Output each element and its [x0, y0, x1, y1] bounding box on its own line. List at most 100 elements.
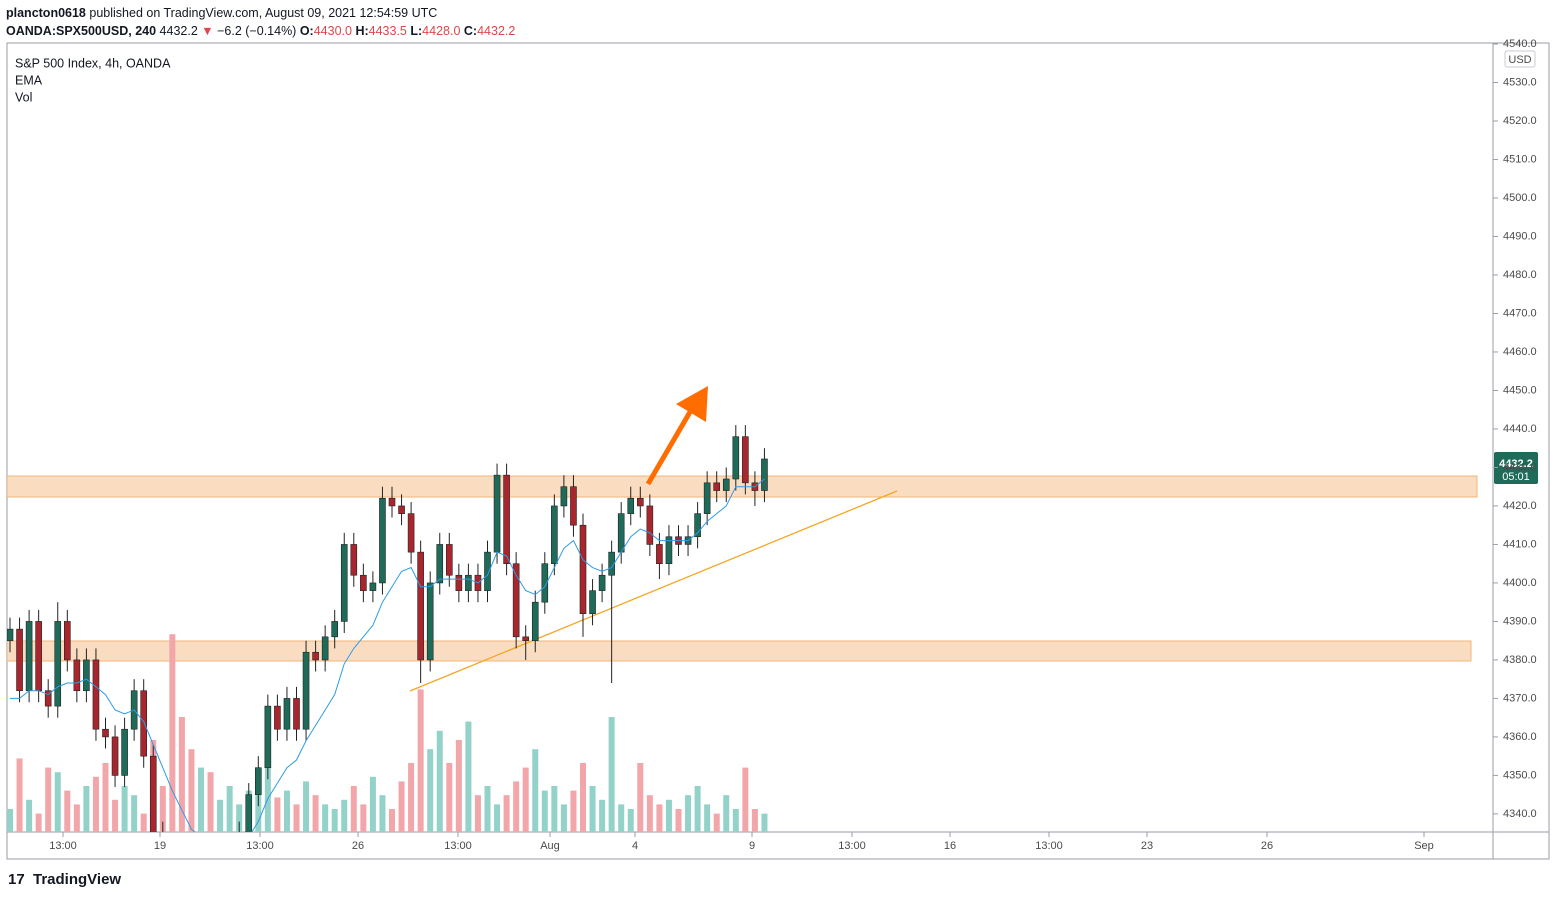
- candle-body: [722, 478, 730, 491]
- candle-body: [694, 513, 701, 538]
- volume-bar: [551, 786, 558, 832]
- candle-body: [54, 621, 62, 707]
- volume-bar: [207, 772, 214, 832]
- candle-body: [379, 497, 386, 584]
- y-tick-label: 4350.0: [1503, 769, 1537, 781]
- candle-body: [169, 852, 175, 871]
- candle-body: [92, 659, 100, 730]
- x-tick-label: 13:00: [1035, 840, 1063, 852]
- o-label: O:: [299, 24, 314, 38]
- volume-bar: [675, 809, 682, 832]
- frame: [6, 42, 1550, 860]
- volume-bar: [26, 799, 33, 832]
- trend-line: [409, 490, 898, 692]
- candle-body: [149, 755, 157, 832]
- volume-bar: [293, 804, 300, 832]
- legend-vol: Vol: [15, 90, 32, 104]
- volume-bar: [369, 776, 376, 832]
- candle-body: [360, 574, 367, 591]
- candle-body: [665, 536, 673, 564]
- volume-bar: [102, 763, 109, 832]
- candle-body: [579, 524, 587, 615]
- candle-body: [350, 544, 358, 576]
- volume-bar: [274, 797, 281, 832]
- volume-bar: [465, 721, 472, 832]
- volume-bar: [341, 799, 348, 832]
- candle-body: [102, 728, 109, 738]
- candle-body: [617, 513, 625, 553]
- candle-body: [25, 621, 33, 692]
- candle-body: [417, 551, 424, 661]
- candle-body: [35, 621, 42, 692]
- candle-body: [179, 872, 185, 891]
- y-tick-label: 4390.0: [1503, 615, 1537, 627]
- volume-bar: [159, 786, 166, 832]
- l-label: L:: [410, 24, 423, 38]
- volume-bar: [198, 767, 204, 832]
- candle-body: [465, 574, 472, 591]
- volume-bar: [140, 813, 147, 832]
- publish-line: plancton0618 published on TradingView.co…: [6, 4, 515, 22]
- candle-body: [531, 601, 539, 641]
- volume-bar: [217, 799, 224, 832]
- x-tick-label: 19: [154, 840, 166, 852]
- candle-body: [140, 690, 147, 757]
- candle-body: [208, 883, 214, 891]
- x-tick-label: 26: [352, 840, 364, 852]
- candle-body: [646, 505, 654, 545]
- volume-bar: [742, 767, 749, 832]
- candle-body: [302, 651, 310, 730]
- volume-bar: [751, 809, 758, 832]
- y-tick-label: 4360.0: [1503, 731, 1537, 743]
- change: −6.2 (−0.14%): [217, 24, 297, 38]
- candle-body: [331, 621, 339, 638]
- h-value: 4433.5: [368, 24, 407, 38]
- h-label: H:: [355, 24, 369, 38]
- volume-bar: [589, 786, 596, 832]
- volume-bar: [322, 804, 329, 832]
- volume-bar: [761, 813, 768, 832]
- x-tick-label: 13:00: [838, 840, 866, 852]
- volume-bar: [54, 772, 61, 832]
- candle-body: [503, 474, 510, 564]
- header: plancton0618 published on TradingView.co…: [6, 4, 515, 40]
- x-tick-label: 16: [944, 840, 956, 852]
- candle-body: [398, 505, 405, 514]
- volume-bar: [704, 804, 711, 832]
- volume-bar: [83, 786, 90, 832]
- volume-bar: [350, 786, 357, 832]
- publish-info: published on TradingView.com, August 09,…: [89, 6, 438, 20]
- volume-bar: [379, 795, 386, 832]
- candle-body: [445, 544, 453, 576]
- candle-body: [198, 883, 204, 897]
- candle-body: [627, 497, 635, 514]
- y-tick-label: 4340.0: [1503, 808, 1537, 820]
- y-tick-label: 4380.0: [1503, 654, 1537, 666]
- volume-bar: [694, 786, 701, 832]
- volume-bar: [121, 786, 128, 832]
- volume-bar: [732, 809, 739, 832]
- candle-body: [7, 628, 14, 641]
- volume-bar: [713, 813, 720, 832]
- volume-bar: [427, 749, 434, 832]
- volume-bar: [494, 804, 501, 832]
- publisher: plancton0618: [6, 6, 86, 20]
- volume-bar: [417, 689, 424, 832]
- candle-body: [522, 636, 530, 641]
- volume-bar: [188, 749, 195, 832]
- volume-bar: [226, 786, 233, 832]
- volume-bar: [522, 767, 529, 832]
- y-tick-label: 4480.0: [1503, 269, 1537, 281]
- y-tick-label: 4410.0: [1503, 538, 1537, 550]
- candle-body: [283, 698, 291, 730]
- volume-bar: [446, 763, 453, 832]
- volume-bar: [169, 634, 176, 832]
- candle-body: [560, 486, 568, 507]
- candle-body: [274, 705, 281, 730]
- candle-body: [111, 736, 119, 776]
- volume-bar: [665, 799, 672, 832]
- x-tick-label: 13:00: [49, 840, 77, 852]
- c-value: 4432.2: [477, 24, 516, 38]
- volume-bar: [685, 795, 692, 832]
- volume-bar: [178, 717, 185, 832]
